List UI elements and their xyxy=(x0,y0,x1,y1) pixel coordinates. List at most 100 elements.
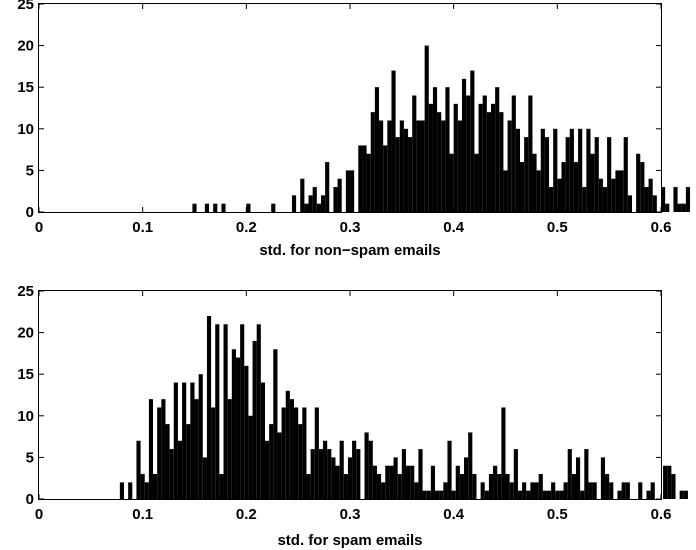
histogram-bar xyxy=(223,324,228,499)
histogram-bar xyxy=(302,407,307,499)
histogram-bar xyxy=(466,95,471,212)
histogram-bar xyxy=(227,399,232,499)
y-tick-label: 25 xyxy=(17,0,34,13)
histogram-bar xyxy=(644,187,649,212)
histogram-bar xyxy=(553,128,558,212)
histogram-bar xyxy=(213,203,218,212)
histogram-bar xyxy=(215,324,220,499)
histogram-bar xyxy=(157,407,162,499)
histogram-bar xyxy=(546,490,552,499)
histogram-bar xyxy=(420,120,425,212)
histogram-bar xyxy=(310,449,315,499)
histogram-bar xyxy=(445,87,450,212)
histogram-bar xyxy=(362,145,367,212)
histogram-bar xyxy=(557,178,562,212)
histogram-bar xyxy=(679,490,684,499)
x-tick-label: 0.5 xyxy=(547,506,568,523)
histogram-bar xyxy=(387,120,392,212)
x-tick-label: 0 xyxy=(35,506,43,523)
histogram-bar xyxy=(221,203,226,212)
histogram-bar xyxy=(350,170,355,212)
histogram-bar xyxy=(468,432,473,499)
y-tick-label: 15 xyxy=(17,79,34,96)
histogram-bar xyxy=(435,490,440,499)
histogram-bar xyxy=(567,449,572,499)
histogram-bar xyxy=(426,490,431,499)
histogram-bar xyxy=(455,465,460,499)
histogram-bar xyxy=(422,490,427,499)
histogram-bar xyxy=(277,432,282,499)
histogram-bar xyxy=(602,187,608,212)
histogram-bar xyxy=(522,482,527,499)
histogram-bar xyxy=(397,474,402,499)
histogram-bar xyxy=(343,474,348,499)
histogram-bar xyxy=(511,95,516,212)
x-tick-label: 0.2 xyxy=(236,219,257,236)
histogram-bar xyxy=(244,365,249,499)
histogram-bar xyxy=(559,490,564,499)
histogram-bar xyxy=(140,474,145,499)
histogram-bar xyxy=(636,153,641,212)
histogram-bar xyxy=(480,482,485,499)
histogram-bar xyxy=(609,482,614,499)
histogram-bar xyxy=(621,482,626,499)
histogram-bar xyxy=(318,449,324,499)
histogram-bar xyxy=(497,474,502,499)
histogram-bar xyxy=(652,195,657,212)
histogram-bar xyxy=(623,137,628,212)
y-tick-label: 0 xyxy=(26,204,34,221)
histogram-bar xyxy=(592,482,597,499)
x-tick-label: 0.2 xyxy=(236,506,257,523)
histogram-bar xyxy=(424,45,429,212)
histogram-bar xyxy=(211,407,216,499)
histogram-bar xyxy=(544,137,550,212)
histogram-bar xyxy=(182,382,187,499)
histogram-bar xyxy=(563,482,568,499)
histogram-bar xyxy=(432,87,438,212)
histogram-bar xyxy=(495,87,500,212)
histogram-bar xyxy=(331,457,336,499)
histogram-bar xyxy=(273,349,278,499)
histogram-bar xyxy=(457,120,462,212)
histogram-bar xyxy=(304,203,309,212)
histogram-bar xyxy=(520,162,525,212)
histogram-bar xyxy=(683,490,688,499)
x-tick-label: 0.3 xyxy=(340,506,361,523)
histogram-bar xyxy=(320,195,326,212)
histogram-bar xyxy=(611,178,616,212)
histogram-bar xyxy=(418,449,423,499)
y-tick-label: 10 xyxy=(17,121,34,138)
histogram-bar xyxy=(405,465,411,499)
histogram-bar xyxy=(153,474,158,499)
histogram-bar xyxy=(528,95,533,212)
histogram-bar xyxy=(584,449,589,499)
histogram-spam: 0 0.1 0.2 0.3 0.4 0.5 0.6 0 5 10 15 20 25 std. for s… xyxy=(17,283,688,549)
histogram-bar xyxy=(540,128,545,212)
x-tick-label: 0.3 xyxy=(340,219,361,236)
histogram-bar xyxy=(358,145,363,212)
histogram-bar xyxy=(186,424,191,499)
histogram-bar xyxy=(650,482,655,499)
x-tick-label: 0.6 xyxy=(651,219,672,236)
histogram-bar xyxy=(119,482,125,499)
histogram-bar xyxy=(395,137,400,212)
histogram-bar xyxy=(399,120,404,212)
histogram-bar xyxy=(600,457,606,499)
histogram-bar xyxy=(565,137,570,212)
histogram-bar xyxy=(515,128,521,212)
histogram-bar xyxy=(549,187,554,212)
histogram-bar xyxy=(661,187,666,212)
y-tick-label: 20 xyxy=(17,38,34,55)
histogram-bar xyxy=(298,424,303,499)
histogram-bar xyxy=(289,399,295,499)
histogram-bar xyxy=(640,162,645,212)
histogram-bar xyxy=(530,482,535,499)
histogram-bar xyxy=(206,315,212,499)
histogram-bar xyxy=(383,145,388,212)
histogram-bar xyxy=(372,465,377,499)
histogram-bar xyxy=(493,465,498,499)
histogram-bar xyxy=(403,128,409,212)
histogram-bar xyxy=(507,120,512,212)
histogram-bar xyxy=(337,178,342,212)
histogram-bar xyxy=(667,465,672,499)
